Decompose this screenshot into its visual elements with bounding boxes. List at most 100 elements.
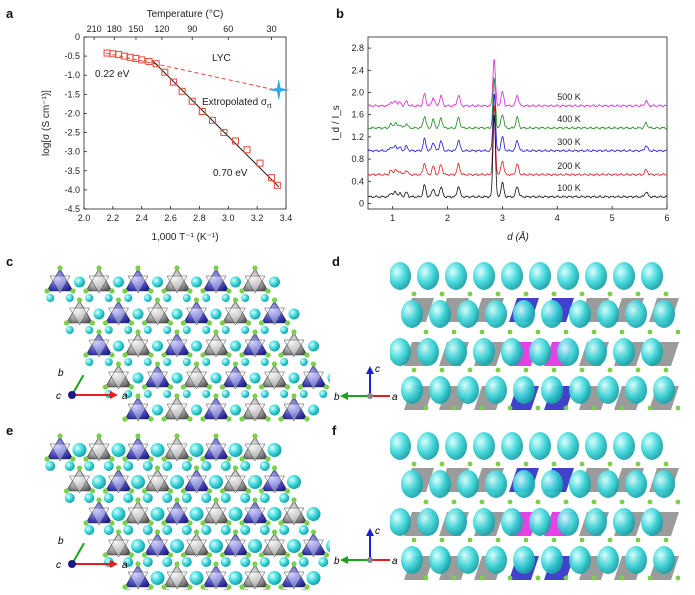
octahedron-face bbox=[244, 403, 266, 422]
lithium-density bbox=[260, 294, 269, 302]
blue-octahedron bbox=[46, 436, 74, 460]
lithium-density bbox=[104, 294, 113, 302]
lithium-density bbox=[124, 294, 133, 302]
halide-atom bbox=[213, 393, 219, 399]
halide-atom bbox=[675, 575, 680, 581]
lithium-density bbox=[248, 475, 262, 489]
halide-atom bbox=[96, 433, 102, 439]
halide-atom bbox=[226, 520, 232, 526]
lithium-density bbox=[259, 493, 270, 503]
halide-atom bbox=[297, 384, 304, 390]
axes-glyph-c: b c a bbox=[56, 368, 128, 402]
b-x-tick-label: 2 bbox=[445, 213, 450, 223]
axis-a-label: a bbox=[122, 391, 128, 402]
axis-a-label-d: a bbox=[392, 392, 398, 403]
lithium-density bbox=[142, 557, 153, 567]
grey-octahedron bbox=[202, 332, 230, 356]
halide-atom bbox=[479, 575, 485, 581]
lithium-isosurface bbox=[513, 300, 535, 328]
lithium-density bbox=[201, 493, 212, 503]
halide-atom bbox=[304, 584, 310, 590]
halide-atom bbox=[187, 416, 193, 422]
octahedron-face bbox=[205, 403, 227, 422]
grey-octahedron bbox=[65, 300, 94, 324]
halide-atom bbox=[507, 499, 513, 505]
grey-octahedron bbox=[202, 500, 230, 524]
halide-atom bbox=[174, 393, 180, 399]
lithium-density bbox=[150, 571, 165, 585]
b-y-tick-label: 0.4 bbox=[351, 176, 364, 186]
halide-atom bbox=[206, 488, 213, 494]
lithium-isosurface bbox=[585, 432, 607, 460]
temperature-label: 300 K bbox=[557, 137, 581, 147]
grey-octahedron bbox=[163, 268, 191, 292]
lithium-isosurface bbox=[613, 432, 635, 460]
lithium-density bbox=[202, 294, 211, 302]
halide-atom bbox=[154, 465, 161, 471]
halide-atom bbox=[245, 488, 252, 494]
lithium-density bbox=[230, 404, 241, 416]
halide-atom bbox=[135, 561, 141, 567]
halide-atom bbox=[252, 561, 258, 567]
lithium-density bbox=[150, 443, 165, 457]
halide-atom bbox=[591, 575, 597, 581]
halide-atom bbox=[239, 584, 245, 590]
halide-atom bbox=[200, 584, 206, 590]
halide-atom bbox=[219, 488, 226, 494]
halide-atom bbox=[180, 552, 187, 558]
lithium-density bbox=[84, 461, 95, 471]
octahedron-face bbox=[283, 507, 305, 526]
halide-atom bbox=[200, 456, 206, 462]
octahedron-face bbox=[264, 307, 285, 326]
lithium-density bbox=[64, 493, 75, 503]
blue-octahedron bbox=[202, 564, 230, 588]
blue-octahedron bbox=[85, 332, 113, 356]
halide-atom bbox=[128, 488, 135, 494]
halide-atom bbox=[154, 529, 161, 535]
octahedron-face bbox=[49, 443, 71, 462]
lyc-label: LYC bbox=[212, 53, 231, 64]
lithium-density bbox=[280, 358, 289, 366]
grey-octahedron bbox=[143, 468, 172, 492]
halide-atom bbox=[635, 291, 641, 297]
halide-atom bbox=[551, 367, 557, 373]
halide-atom bbox=[109, 520, 115, 526]
halide-atom bbox=[675, 405, 680, 411]
halide-atom bbox=[467, 291, 473, 297]
lithium-isosurface bbox=[429, 376, 451, 404]
halide-atom bbox=[122, 288, 128, 294]
halide-atom bbox=[619, 499, 625, 505]
halide-atom bbox=[63, 488, 70, 494]
top-tick-label: 210 bbox=[87, 24, 102, 34]
halide-atom bbox=[180, 384, 187, 390]
lithium-density bbox=[240, 493, 251, 503]
halide-atom bbox=[451, 499, 457, 505]
axis-c-label-e: c bbox=[56, 560, 61, 571]
halide-atom bbox=[232, 465, 239, 471]
lithium-density bbox=[279, 525, 290, 535]
lithium-isosurface bbox=[641, 338, 663, 366]
blue-octahedron bbox=[221, 532, 250, 556]
spectrum-curve-400k bbox=[367, 77, 668, 130]
halide-atom bbox=[167, 552, 174, 558]
lithium-density bbox=[319, 390, 328, 398]
lithium-density bbox=[64, 461, 75, 471]
x-tick-label: 2.6 bbox=[164, 213, 177, 223]
blue-octahedron bbox=[124, 396, 152, 420]
lithium-isosurface bbox=[501, 262, 523, 290]
x-tick-label: 2.8 bbox=[193, 213, 206, 223]
halide-atom bbox=[495, 367, 501, 373]
halide-atom bbox=[258, 552, 265, 558]
halide-atom bbox=[647, 405, 653, 411]
octahedron-face bbox=[166, 571, 188, 590]
halide-atom bbox=[148, 288, 154, 294]
lithium-density bbox=[65, 294, 74, 302]
lithium-density bbox=[123, 493, 134, 503]
temperature-label: 500 K bbox=[557, 92, 581, 102]
lithium-isosurface bbox=[597, 470, 619, 498]
lithium-isosurface bbox=[485, 300, 507, 328]
blue-octahedron bbox=[143, 364, 172, 388]
halide-atom bbox=[128, 320, 135, 326]
data-point bbox=[169, 78, 177, 86]
lithium-density bbox=[203, 589, 210, 590]
